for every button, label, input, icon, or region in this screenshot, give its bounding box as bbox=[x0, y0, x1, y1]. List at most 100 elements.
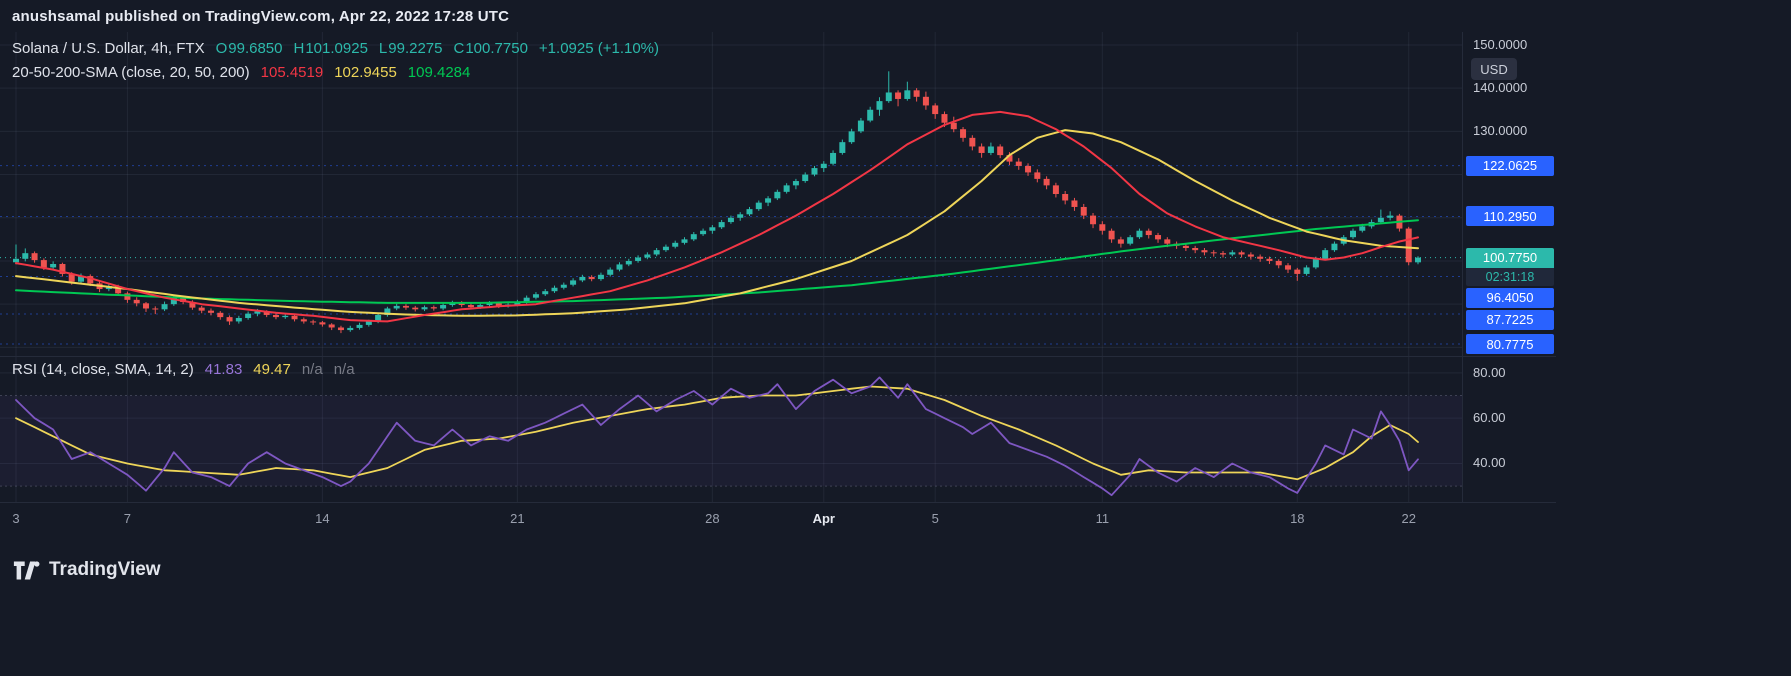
rsi-axis-label: 80.00 bbox=[1473, 364, 1506, 380]
candle-down bbox=[1015, 161, 1022, 166]
candle-down bbox=[1192, 248, 1199, 251]
candle-up bbox=[885, 92, 892, 102]
candle-down bbox=[1266, 258, 1273, 261]
candle-up bbox=[1303, 267, 1310, 274]
candle-down bbox=[932, 105, 939, 115]
sma200-line bbox=[15, 219, 1419, 304]
candle-down bbox=[1090, 215, 1097, 225]
candle-up bbox=[830, 152, 837, 164]
candle-down bbox=[1108, 230, 1115, 240]
candle-down bbox=[133, 299, 140, 304]
candle-up bbox=[560, 284, 567, 288]
candle-down bbox=[1201, 250, 1208, 253]
candle-up bbox=[542, 291, 549, 295]
candle-up bbox=[1331, 243, 1338, 251]
candle-down bbox=[31, 253, 38, 261]
rsi-band bbox=[0, 395, 1462, 487]
candle-down bbox=[1285, 265, 1292, 270]
candle-down bbox=[960, 129, 967, 138]
candle-up bbox=[440, 305, 447, 309]
candle-down bbox=[1006, 155, 1013, 162]
candle-down bbox=[207, 310, 214, 313]
candle-down bbox=[922, 96, 929, 106]
tradingview-brand-link[interactable]: TradingView bbox=[13, 559, 161, 581]
candle-down bbox=[1052, 185, 1059, 194]
candle-up bbox=[282, 315, 289, 318]
candle-up bbox=[13, 258, 19, 263]
candle-down bbox=[152, 308, 159, 310]
sma50-line bbox=[15, 129, 1419, 317]
candle-up bbox=[1136, 230, 1143, 238]
candle-up bbox=[755, 202, 762, 210]
candle-up bbox=[1359, 226, 1366, 231]
candle-down bbox=[1080, 206, 1087, 216]
candle-down bbox=[458, 302, 465, 306]
close-number: 100.7750 bbox=[465, 40, 528, 57]
candle-down bbox=[1257, 256, 1264, 259]
rsi-pane: RSI (14, close, SMA, 14, 2) 41.83 49.47 … bbox=[0, 357, 1462, 502]
main-chart-canvas[interactable] bbox=[0, 32, 1462, 356]
candle-up bbox=[662, 246, 669, 251]
candle-down bbox=[402, 305, 409, 308]
candle-up bbox=[486, 303, 493, 306]
candle-up bbox=[653, 250, 660, 255]
rsi-chart-canvas[interactable] bbox=[0, 357, 1462, 502]
candle-down bbox=[1099, 224, 1106, 231]
price-level-badge: 87.7225 bbox=[1466, 309, 1554, 330]
candle-down bbox=[1025, 165, 1032, 173]
candle-up bbox=[570, 280, 577, 285]
candle-down bbox=[1034, 172, 1041, 179]
candle-up bbox=[802, 174, 809, 182]
candle-up bbox=[765, 198, 772, 203]
candle-down bbox=[941, 114, 948, 123]
candle-up bbox=[77, 276, 84, 282]
candle-up bbox=[690, 234, 697, 240]
time-axis-label: Apr bbox=[812, 511, 835, 526]
candle-down bbox=[1062, 194, 1069, 201]
candle-up bbox=[904, 90, 911, 99]
candle-up bbox=[644, 254, 651, 258]
candle-down bbox=[180, 297, 187, 302]
candle-up bbox=[774, 191, 781, 199]
rsi-title: RSI (14, close, SMA, 14, 2) bbox=[12, 361, 194, 378]
candle-down bbox=[1405, 228, 1412, 263]
candle-up bbox=[50, 263, 57, 268]
candle-up bbox=[718, 222, 725, 228]
open-value: O99.6850 bbox=[216, 40, 283, 57]
countdown-timer: 02:31:18 bbox=[1466, 267, 1554, 286]
price-axis[interactable]: USD 150.0000 140.0000 130.0000 122.0625 110.… bbox=[1462, 32, 1556, 502]
candle-up bbox=[1127, 237, 1134, 244]
pane-divider[interactable] bbox=[0, 356, 1556, 357]
candle-down bbox=[291, 315, 298, 320]
candle-down bbox=[467, 305, 474, 308]
candle-down bbox=[1247, 254, 1254, 257]
candle-down bbox=[142, 303, 149, 309]
currency-toggle-button[interactable]: USD bbox=[1471, 58, 1517, 80]
candle-up bbox=[625, 260, 632, 265]
price-axis-label: 140.0000 bbox=[1473, 80, 1528, 96]
candle-down bbox=[115, 286, 122, 294]
symbol-title: Solana / U.S. Dollar, 4h, FTX bbox=[12, 40, 205, 57]
candle-up bbox=[811, 168, 818, 175]
rsi-gridlines bbox=[0, 357, 1462, 502]
candle-down bbox=[319, 322, 326, 325]
candle-down bbox=[59, 263, 66, 274]
candle-down bbox=[1145, 230, 1152, 236]
candle-up bbox=[839, 142, 846, 153]
candle-down bbox=[87, 276, 94, 284]
candle-up bbox=[161, 304, 168, 310]
candle-up bbox=[365, 321, 372, 325]
candle-down bbox=[1164, 239, 1171, 244]
rsi-axis-label: 60.00 bbox=[1473, 410, 1506, 426]
time-axis[interactable]: 3 7 14 21 28 Apr 5 11 18 22 bbox=[0, 502, 1462, 536]
price-level-badge: 96.4050 bbox=[1466, 287, 1554, 308]
candle-up bbox=[1229, 252, 1236, 255]
time-axis-label: 22 bbox=[1401, 511, 1416, 526]
open-number: 99.6850 bbox=[228, 40, 283, 57]
rsi-na2: n/a bbox=[333, 361, 355, 378]
candle-up bbox=[700, 230, 707, 235]
candle-up bbox=[1387, 215, 1394, 218]
close-value: C100.7750 bbox=[454, 40, 528, 57]
candle-up bbox=[384, 308, 391, 315]
